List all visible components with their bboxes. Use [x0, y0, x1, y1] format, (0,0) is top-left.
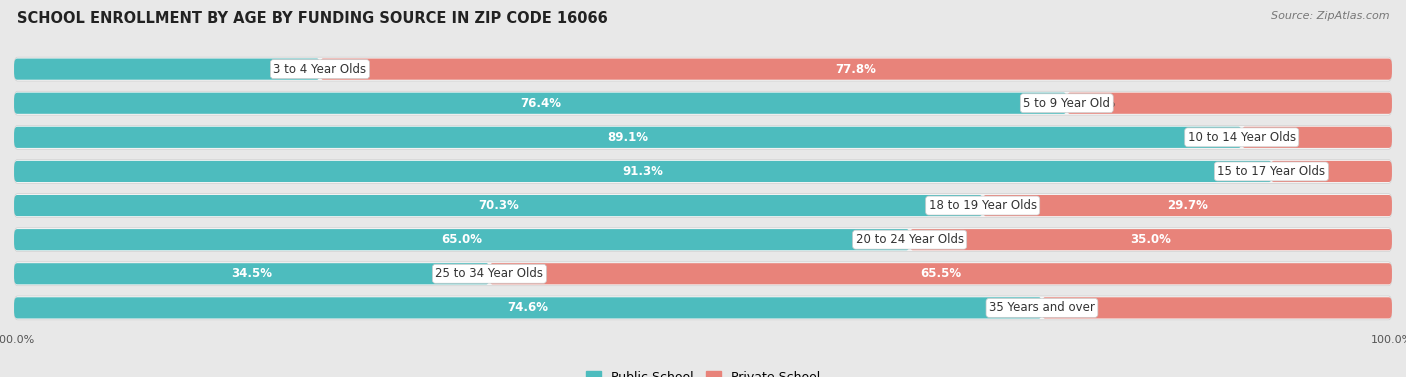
Text: 35 Years and over: 35 Years and over — [988, 301, 1095, 314]
FancyBboxPatch shape — [14, 263, 489, 284]
Text: 74.6%: 74.6% — [508, 301, 548, 314]
Text: 65.5%: 65.5% — [920, 267, 962, 280]
FancyBboxPatch shape — [14, 58, 321, 80]
Text: 35.0%: 35.0% — [1130, 233, 1171, 246]
Text: 25 to 34 Year Olds: 25 to 34 Year Olds — [436, 267, 544, 280]
FancyBboxPatch shape — [14, 229, 910, 250]
FancyBboxPatch shape — [14, 159, 1392, 183]
Text: 18 to 19 Year Olds: 18 to 19 Year Olds — [928, 199, 1036, 212]
Text: 65.0%: 65.0% — [441, 233, 482, 246]
Text: 20 to 24 Year Olds: 20 to 24 Year Olds — [856, 233, 963, 246]
Text: 89.1%: 89.1% — [607, 131, 648, 144]
Text: 25.4%: 25.4% — [1053, 301, 1090, 314]
Text: 77.8%: 77.8% — [835, 63, 876, 76]
FancyBboxPatch shape — [910, 229, 1392, 250]
Text: 29.7%: 29.7% — [1167, 199, 1208, 212]
FancyBboxPatch shape — [14, 195, 983, 216]
FancyBboxPatch shape — [14, 296, 1392, 320]
Text: 10.9%: 10.9% — [1253, 131, 1291, 144]
Legend: Public School, Private School: Public School, Private School — [581, 366, 825, 377]
Text: 22.2%: 22.2% — [271, 63, 309, 76]
Text: SCHOOL ENROLLMENT BY AGE BY FUNDING SOURCE IN ZIP CODE 16066: SCHOOL ENROLLMENT BY AGE BY FUNDING SOUR… — [17, 11, 607, 26]
Text: 23.6%: 23.6% — [1078, 97, 1115, 110]
FancyBboxPatch shape — [1067, 93, 1392, 114]
Text: 91.3%: 91.3% — [623, 165, 664, 178]
Text: 76.4%: 76.4% — [520, 97, 561, 110]
FancyBboxPatch shape — [14, 93, 1067, 114]
FancyBboxPatch shape — [14, 57, 1392, 81]
FancyBboxPatch shape — [1271, 161, 1392, 182]
FancyBboxPatch shape — [14, 228, 1392, 251]
FancyBboxPatch shape — [14, 161, 1272, 182]
FancyBboxPatch shape — [14, 126, 1392, 149]
FancyBboxPatch shape — [14, 297, 1042, 319]
FancyBboxPatch shape — [14, 127, 1241, 148]
FancyBboxPatch shape — [321, 58, 1392, 80]
Text: 8.8%: 8.8% — [1282, 165, 1312, 178]
Text: 34.5%: 34.5% — [231, 267, 273, 280]
FancyBboxPatch shape — [14, 194, 1392, 218]
FancyBboxPatch shape — [1241, 127, 1392, 148]
Text: 10 to 14 Year Olds: 10 to 14 Year Olds — [1188, 131, 1296, 144]
FancyBboxPatch shape — [489, 263, 1392, 284]
FancyBboxPatch shape — [1042, 297, 1392, 319]
Text: 70.3%: 70.3% — [478, 199, 519, 212]
Text: 15 to 17 Year Olds: 15 to 17 Year Olds — [1218, 165, 1326, 178]
Text: Source: ZipAtlas.com: Source: ZipAtlas.com — [1271, 11, 1389, 21]
FancyBboxPatch shape — [14, 262, 1392, 286]
FancyBboxPatch shape — [14, 91, 1392, 115]
FancyBboxPatch shape — [983, 195, 1392, 216]
Text: 3 to 4 Year Olds: 3 to 4 Year Olds — [273, 63, 367, 76]
Text: 5 to 9 Year Old: 5 to 9 Year Old — [1024, 97, 1111, 110]
